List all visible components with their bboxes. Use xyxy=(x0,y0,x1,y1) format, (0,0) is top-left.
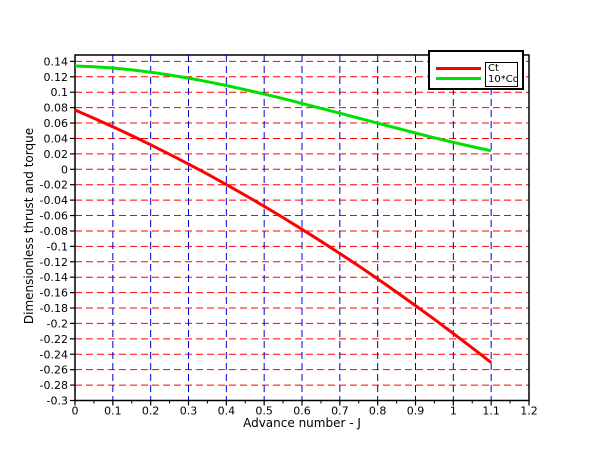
legend-entry-ct: Ct xyxy=(488,63,499,74)
y-tick-label: -0.16 xyxy=(40,287,68,300)
x-tick-label: 0.3 xyxy=(180,405,198,418)
x-tick-label: 0 xyxy=(72,405,79,418)
y-tick-label: 0.12 xyxy=(44,71,69,84)
y-tick-label: 0.02 xyxy=(44,148,69,161)
y-tick-label: -0.18 xyxy=(40,302,68,315)
series-ct-curve xyxy=(74,108,493,364)
y-tick-label: -0.26 xyxy=(40,364,68,377)
x-tick-label: 0.8 xyxy=(369,405,387,418)
x-tick-label: 0.7 xyxy=(331,405,349,418)
x-tick-label: 1 xyxy=(450,405,457,418)
x-axis-title: Advance number - J xyxy=(243,416,361,430)
y-tick-label: 0.14 xyxy=(44,55,69,68)
y-tick-label: -0.04 xyxy=(40,194,68,207)
series-10cq-curve xyxy=(74,64,492,153)
y-tick-label: 0.08 xyxy=(44,102,69,115)
y-tick-label: -0.14 xyxy=(40,271,68,284)
axis-ticks xyxy=(70,60,530,406)
y-tick-label: 0.1 xyxy=(51,86,69,99)
y-tick-label: -0.3 xyxy=(47,395,68,408)
y-tick-label: 0 xyxy=(61,163,68,176)
y-tick-label: 0.04 xyxy=(44,132,69,145)
legend: Ct 10*Cq xyxy=(428,50,524,90)
y-tick-label: -0.24 xyxy=(40,348,68,361)
y-tick-label: -0.02 xyxy=(40,179,68,192)
legend-text-box: Ct 10*Cq xyxy=(485,62,518,87)
y-tick-label: -0.2 xyxy=(47,317,68,330)
x-tick-label: 0.6 xyxy=(293,405,311,418)
x-tick-label: 0.9 xyxy=(407,405,425,418)
x-tick-label: 0.5 xyxy=(255,405,273,418)
legend-entry-10cq: 10*Cq xyxy=(488,74,518,85)
legend-line-sample-10cq xyxy=(436,77,481,80)
y-tick-label: -0.28 xyxy=(40,379,68,392)
tick-labels: 0 0.1 0.2 0.3 0.4 0.5 0.6 0.7 0.8 0.9 1 1.1 1.2 0.14 0… xyxy=(40,55,538,417)
x-tick-label: 0.4 xyxy=(218,405,236,418)
gridlines xyxy=(75,55,529,401)
x-tick-label: 1.1 xyxy=(482,405,500,418)
y-tick-label: -0.22 xyxy=(40,333,68,346)
y-tick-label: 0.06 xyxy=(44,117,69,130)
y-tick-label: -0.06 xyxy=(40,210,68,223)
y-axis-title: Dimensionless thrust and torque xyxy=(22,127,36,325)
x-tick-label: 0.2 xyxy=(142,405,160,418)
y-tick-label: -0.08 xyxy=(40,225,68,238)
legend-line-sample-ct xyxy=(436,67,481,70)
x-tick-label: 1.2 xyxy=(520,405,538,418)
x-tick-label: 0.1 xyxy=(104,405,122,418)
y-tick-label: -0.12 xyxy=(40,256,68,269)
y-tick-label: -0.1 xyxy=(47,240,68,253)
